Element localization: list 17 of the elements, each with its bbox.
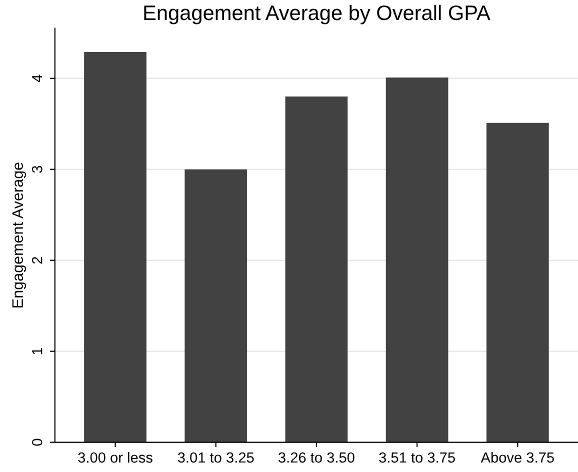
bar — [84, 52, 146, 442]
bar — [184, 169, 248, 442]
y-tick-label: 0 — [32, 438, 42, 446]
y-axis-title: Engagement Average — [12, 162, 26, 308]
bar — [486, 122, 549, 442]
x-tick-label: 3.00 or less — [78, 452, 152, 463]
y-tick-label: 1 — [32, 348, 42, 354]
x-tick-label: 3.26 to 3.50 — [278, 452, 354, 463]
y-tick-label: 3 — [32, 166, 42, 173]
bar — [386, 77, 448, 442]
x-tick-label: 3.01 to 3.25 — [178, 452, 254, 463]
chart-title: Engagement Average by Overall GPA — [144, 4, 490, 24]
x-tick-label: Above 3.75 — [480, 452, 554, 463]
y-tick-label: 4 — [32, 74, 42, 82]
bar — [285, 96, 348, 442]
y-tick-label: 2 — [32, 256, 42, 264]
x-tick-label: 3.51 to 3.75 — [379, 452, 455, 463]
